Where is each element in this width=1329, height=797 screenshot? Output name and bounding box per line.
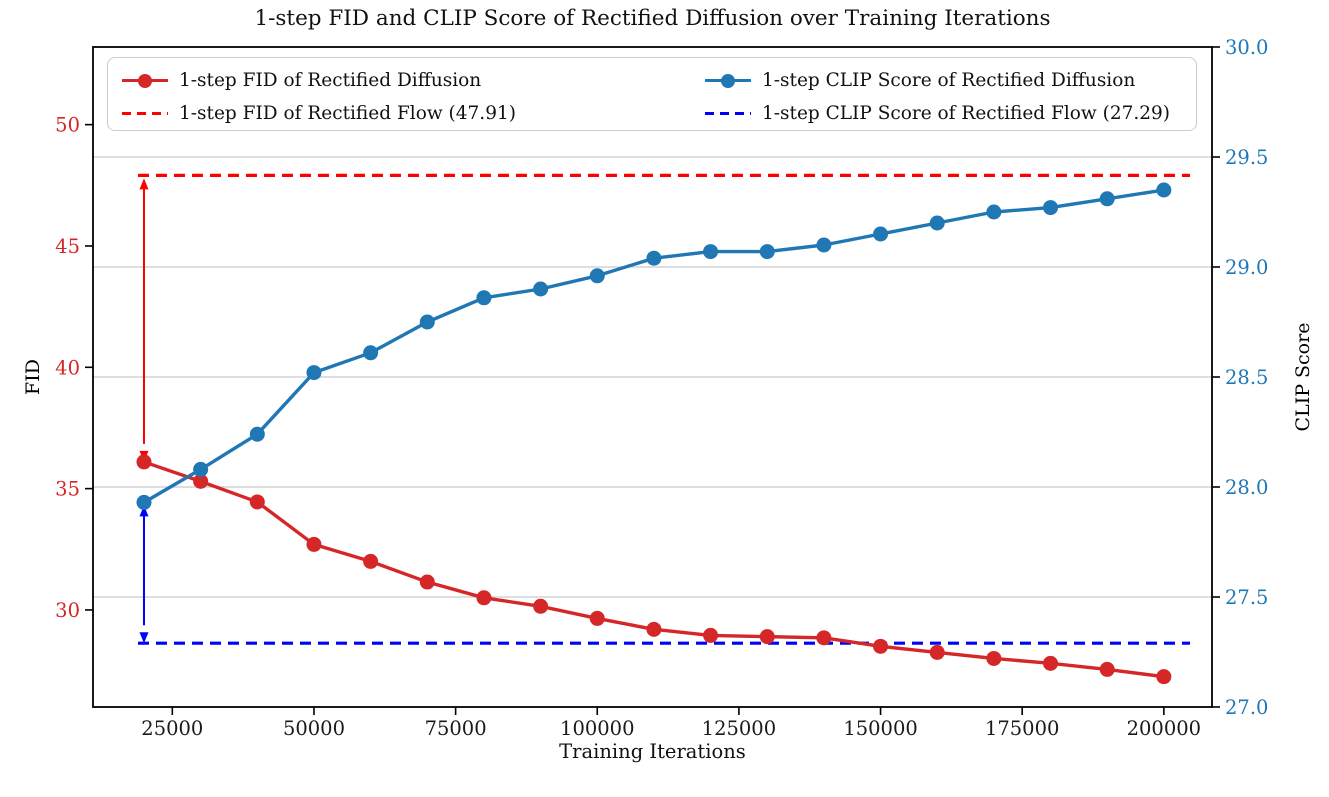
data-point <box>1043 655 1059 671</box>
data-point <box>533 281 549 297</box>
data-point <box>646 621 662 637</box>
x-axis-label: Training Iterations <box>559 740 746 763</box>
data-point <box>816 630 832 646</box>
right-y-axis-label: CLIP Score <box>1292 322 1314 432</box>
data-point <box>193 461 209 477</box>
data-point <box>929 215 945 231</box>
right-y-tick-label: 30.0 <box>1225 36 1268 59</box>
legend-label: 1-step CLIP Score of Rectified Flow (27.… <box>762 103 1171 124</box>
x-tick-label: 175000 <box>985 717 1059 740</box>
data-point <box>249 494 265 510</box>
right-y-tick-label: 29.0 <box>1225 256 1268 279</box>
left-y-tick-label: 40 <box>55 356 80 379</box>
data-point <box>646 250 662 266</box>
left-y-tick-label: 30 <box>55 599 80 622</box>
data-point <box>476 290 492 306</box>
chart-title: 1-step FID and CLIP Score of Rectified D… <box>254 6 1051 31</box>
data-point <box>589 268 605 284</box>
x-tick-label: 100000 <box>560 717 634 740</box>
data-point <box>873 226 889 242</box>
left-y-axis-label: FID <box>22 359 44 395</box>
arrow-head-up <box>139 178 149 190</box>
right-y-tick-label: 27.5 <box>1225 586 1268 609</box>
data-point <box>589 610 605 626</box>
right-y-tick-label: 29.5 <box>1225 146 1268 169</box>
x-tick-label: 200000 <box>1127 717 1201 740</box>
data-point <box>136 494 152 510</box>
x-tick-label: 50000 <box>283 717 345 740</box>
data-point <box>759 244 775 260</box>
data-point <box>306 536 322 552</box>
data-point <box>419 574 435 590</box>
data-point <box>816 237 832 253</box>
data-point <box>703 627 719 643</box>
left-y-tick-label: 45 <box>55 235 80 258</box>
x-tick-label: 25000 <box>141 717 203 740</box>
data-point <box>136 454 152 470</box>
legend-item: 1-step FID of Rectified Flow (47.91) <box>122 97 705 130</box>
data-point <box>986 204 1002 220</box>
data-point <box>929 644 945 660</box>
data-point <box>363 345 379 361</box>
data-point <box>986 650 1002 666</box>
series-line-right <box>143 188 1165 504</box>
legend-item: 1-step CLIP Score of Rectified Diffusion <box>705 64 1182 97</box>
data-point <box>306 365 322 381</box>
right-y-tick-label: 28.0 <box>1225 476 1268 499</box>
data-point <box>759 629 775 645</box>
arrow-head-up <box>139 505 149 517</box>
legend-label: 1-step FID of Rectified Diffusion <box>179 70 482 91</box>
data-point <box>363 553 379 569</box>
left-y-tick-label: 50 <box>55 114 80 137</box>
dashed-line-icon <box>705 104 751 124</box>
data-point <box>193 473 209 489</box>
data-point <box>1156 182 1172 198</box>
arrow-head-down <box>139 632 149 644</box>
x-tick-label: 75000 <box>425 717 487 740</box>
legend-label: 1-step FID of Rectified Flow (47.91) <box>179 103 516 124</box>
legend-item: 1-step CLIP Score of Rectified Flow (27.… <box>705 97 1182 130</box>
right-y-tick-label: 28.5 <box>1225 366 1268 389</box>
right-y-tick-label: 27.0 <box>1225 696 1268 719</box>
data-point <box>249 426 265 442</box>
left-y-tick-label: 35 <box>55 478 80 501</box>
data-point <box>476 590 492 606</box>
data-point <box>1099 191 1115 207</box>
legend-label: 1-step CLIP Score of Rectified Diffusion <box>762 70 1136 91</box>
line-marker-icon <box>122 71 168 91</box>
data-point <box>533 598 549 614</box>
x-tick-label: 125000 <box>702 717 776 740</box>
legend: 1-step FID of Rectified Diffusion 1-step … <box>107 57 1197 131</box>
data-point <box>1156 669 1172 685</box>
legend-item: 1-step FID of Rectified Diffusion <box>122 64 705 97</box>
data-point <box>703 244 719 260</box>
line-marker-icon <box>705 71 751 91</box>
x-tick-label: 150000 <box>843 717 917 740</box>
dashed-line-icon <box>122 104 168 124</box>
data-point <box>1099 661 1115 677</box>
data-point <box>419 314 435 330</box>
data-point <box>1043 200 1059 216</box>
data-point <box>873 638 889 654</box>
